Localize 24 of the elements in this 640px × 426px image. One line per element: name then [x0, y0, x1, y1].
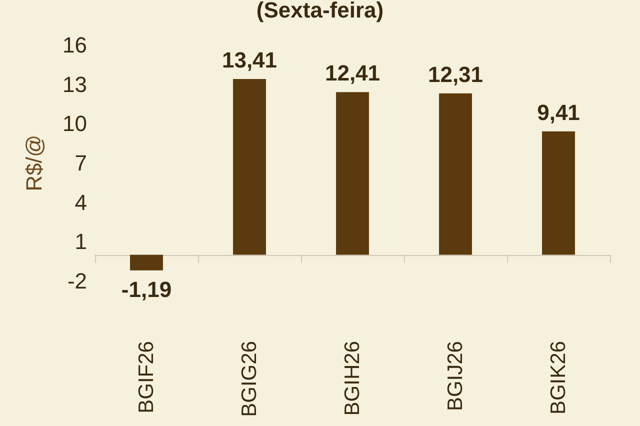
- x-tick-label: BGIK26: [547, 341, 570, 415]
- x-tick-label: BGIJ26: [444, 341, 467, 412]
- data-label: 9,41: [537, 100, 580, 125]
- bar: [439, 93, 472, 255]
- bar: [542, 131, 575, 255]
- data-label: 12,31: [428, 62, 484, 87]
- y-tick-label: 13: [62, 72, 87, 97]
- bar: [233, 78, 266, 255]
- y-tick-label: 10: [62, 111, 87, 136]
- chart-title: (Sexta-feira): [256, 0, 384, 22]
- bar: [336, 92, 369, 255]
- y-tick-label: 16: [62, 32, 87, 58]
- y-tick-label: 1: [74, 229, 87, 254]
- data-label: 12,41: [324, 60, 380, 86]
- y-tick-label: -2: [67, 268, 87, 294]
- data-label: 13,41: [222, 47, 278, 72]
- y-tick-label: 4: [74, 190, 87, 215]
- x-tick-label: BGIH26: [341, 341, 364, 416]
- x-tick-label: BGIF26: [135, 341, 158, 414]
- y-tick-label: 7: [74, 150, 87, 176]
- x-tick-label: BGIG26: [238, 341, 261, 417]
- data-label: -1,19: [121, 276, 172, 302]
- y-axis-title: R$/@: [22, 134, 46, 192]
- bar: [130, 254, 163, 270]
